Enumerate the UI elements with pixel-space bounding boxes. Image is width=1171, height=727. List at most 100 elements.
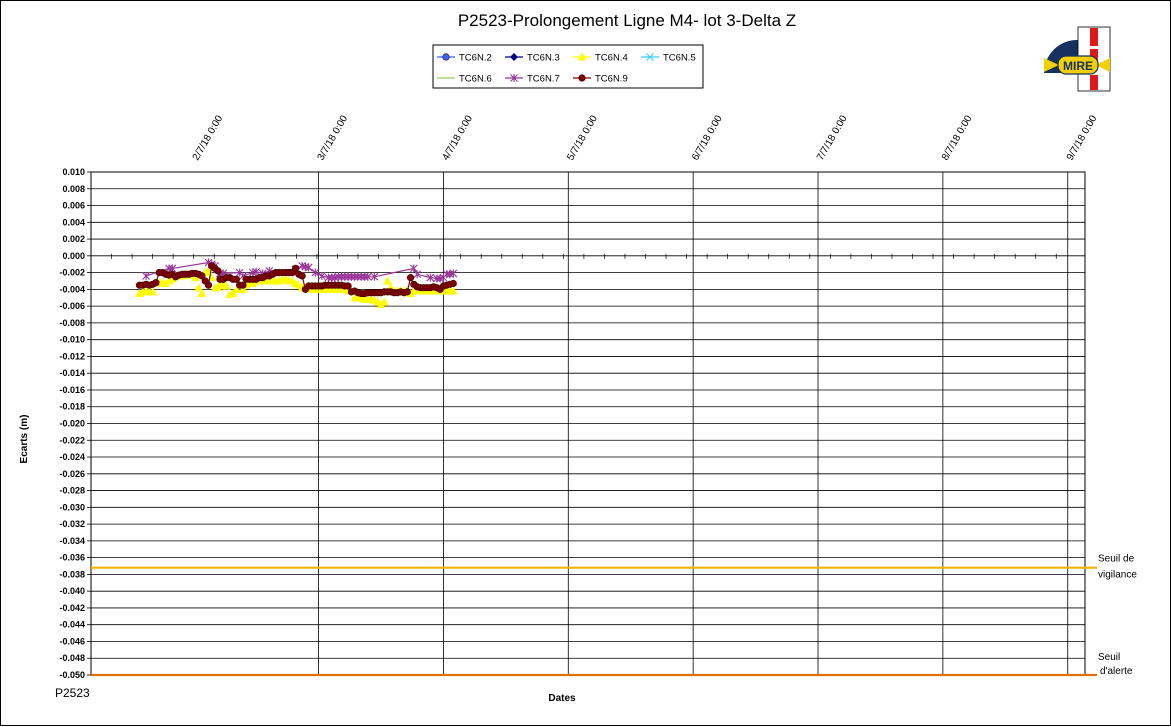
y-tick-label: -0.036 [59,553,85,563]
data-point [449,269,458,278]
x-tick-label: 9/7/18 0:00 [1065,113,1100,162]
y-tick-label: -0.040 [59,586,85,596]
data-point [232,284,241,293]
data-point [204,281,213,289]
data-point [304,263,313,272]
data-point [238,284,248,293]
legend-label: TC6N.7 [527,74,560,85]
threshold-label: vigilance [1098,570,1137,581]
y-tick-label: 0.010 [62,167,85,177]
threshold-label: Seuil [1098,652,1120,663]
y-tick-label: -0.012 [59,351,85,361]
data-point [646,53,654,61]
legend-item: TC6N.2 [437,53,492,64]
data-point [142,271,150,280]
footer-label: P2523 [55,686,90,700]
data-point [197,289,207,298]
y-tick-label: -0.028 [59,486,85,496]
y-tick-label: -0.030 [59,502,85,512]
y-tick-label: -0.004 [59,284,85,294]
x-tick-label: 4/7/18 0:00 [440,113,475,162]
logo-right-arrow [1096,58,1110,72]
y-tick-label: -0.006 [59,301,85,311]
y-axis-label: Ecarts (m) [19,415,30,464]
data-point [449,279,457,288]
data-point [510,74,518,82]
y-tick-label: -0.038 [59,569,85,579]
data-point [198,272,206,280]
y-tick-label: -0.046 [59,636,85,646]
chart-title: P2523-Prolongement Ligne M4- lot 3-Delta… [458,11,796,30]
x-tick-label: 2/7/18 0:00 [191,113,226,162]
y-tick-label: -0.014 [59,368,85,378]
y-tick-label: -0.018 [59,402,85,412]
data-point [298,272,306,280]
legend-item: TC6N.6 [437,74,492,85]
y-tick-label: -0.044 [59,620,85,630]
data-point [442,53,450,61]
y-tick-label: -0.008 [59,318,85,328]
y-tick-label: 0.004 [62,217,85,227]
y-tick-label: 0.006 [62,201,85,211]
y-tick-label: 0.002 [62,234,85,244]
y-tick-label: -0.010 [59,335,85,345]
data-point [370,272,379,281]
series-tc6n-9 [135,262,457,298]
threshold-label: d'alerte [1100,666,1133,677]
y-tick-label: -0.022 [59,435,85,445]
legend-box [432,44,704,89]
y-tick-label: -0.032 [59,519,85,529]
data-point [148,287,157,296]
data-point [413,270,422,279]
data-point [363,272,372,281]
data-point [448,286,458,295]
data-point [239,281,247,289]
y-tick-label: -0.050 [59,670,85,680]
data-point [383,276,392,285]
y-tick-label: 0.008 [62,184,85,194]
data-point [311,268,320,277]
logo-left-arrow [1044,58,1059,72]
y-tick-label: 0.000 [62,251,85,261]
logo-rod-mark [1090,75,1098,90]
data-point [194,283,203,292]
data-point [291,264,300,273]
legend-item: TC6N.5 [641,53,696,64]
x-tick-label: 6/7/18 0:00 [690,113,725,162]
x-tick-label: 7/7/18 0:00 [815,113,850,162]
legend-label: TC6N.6 [459,74,492,85]
logo-rod-mark [1090,28,1098,46]
legend-item: TC6N.4 [573,52,628,64]
y-tick-label: -0.042 [59,603,85,613]
data-point [317,271,326,280]
legend-label: TC6N.3 [527,53,560,64]
data-point [379,297,389,306]
x-tick-label: 8/7/18 0:00 [940,113,975,162]
legend-item: TC6N.3 [505,53,560,64]
data-point [578,74,586,82]
x-tick-label: 5/7/18 0:00 [565,113,600,162]
data-point [577,52,587,61]
data-point [252,267,261,276]
data-point [222,281,231,290]
data-point [406,274,415,282]
data-point-stroke [646,53,654,61]
y-tick-label: -0.020 [59,419,85,429]
y-tick-label: -0.002 [59,268,85,278]
data-point [232,275,241,283]
y-tick-label: -0.048 [59,653,85,663]
data-point [403,288,411,296]
legend-item: TC6N.9 [573,74,628,85]
y-tick-label: -0.024 [59,452,85,462]
data-point [344,282,352,290]
data-point [228,289,238,298]
legend-label: TC6N.4 [595,53,628,64]
data-point [152,279,160,287]
legend-label: TC6N.5 [663,53,696,64]
y-tick-label: -0.026 [59,469,85,479]
legend-label: TC6N.9 [595,74,628,85]
mire-logo: MIRE [1044,26,1111,92]
logo-banner [1057,55,1099,75]
